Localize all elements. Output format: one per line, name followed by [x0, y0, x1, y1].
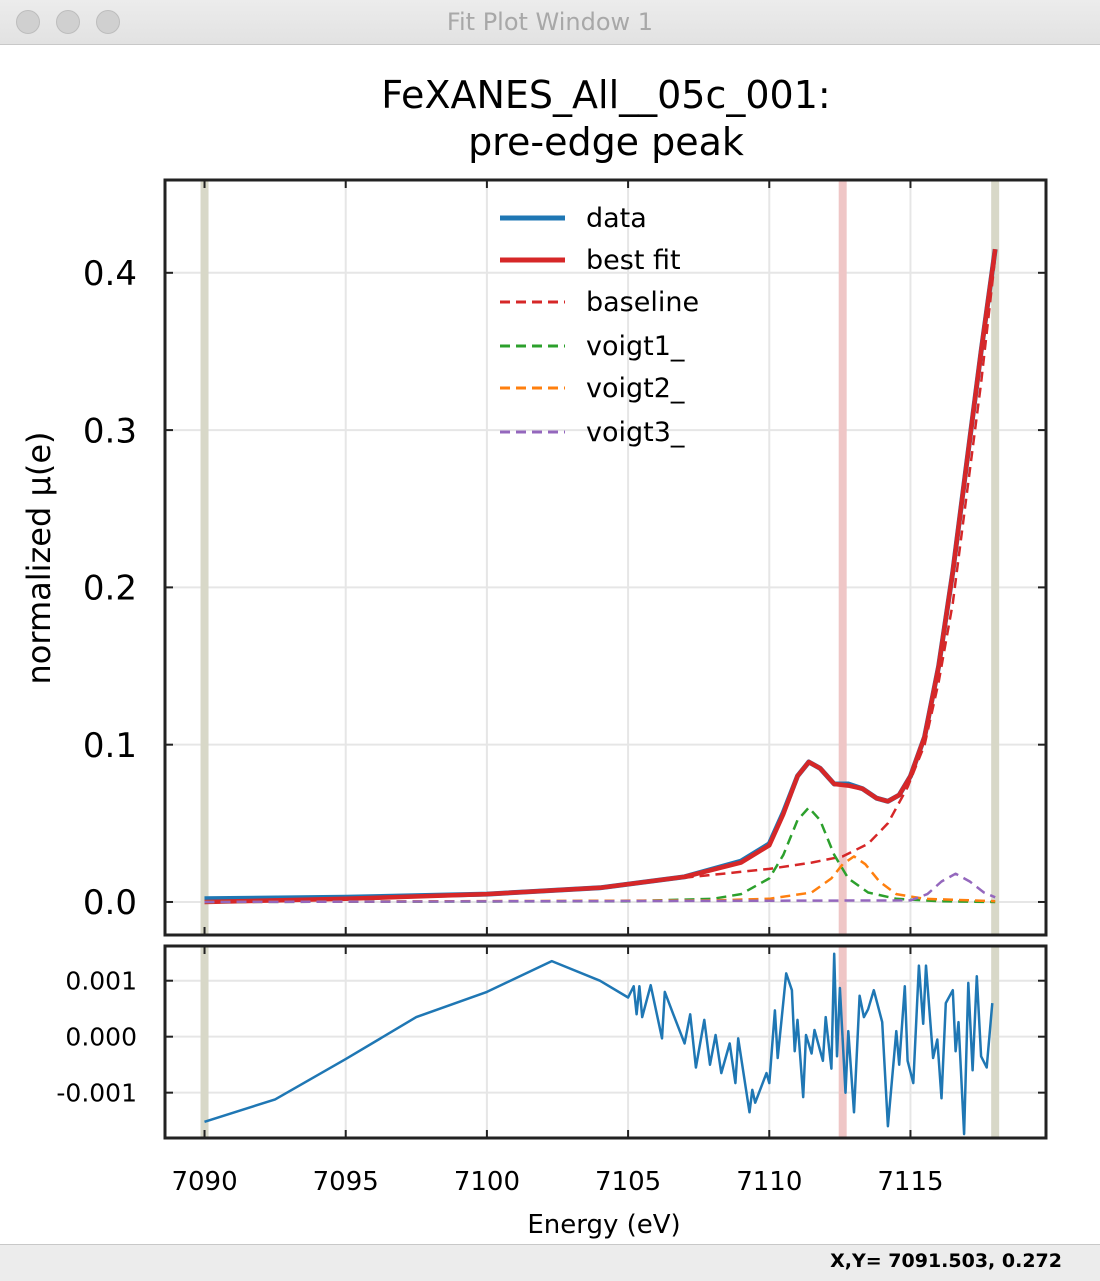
y-tick-label: -0.001: [56, 1079, 137, 1108]
x-tick-label: 7105: [595, 1167, 661, 1197]
y-tick-label: 0.1: [83, 726, 137, 766]
y-axis-label: normalized μ(e): [20, 432, 58, 685]
x-axis-label: Energy (eV): [527, 1210, 680, 1240]
x-tick-label: 7090: [171, 1167, 237, 1197]
plot-canvas[interactable]: FeXANES_All__05c_001: pre-edge peak norm…: [0, 45, 1100, 1243]
plot-figure: FeXANES_All__05c_001: pre-edge peak norm…: [20, 73, 1048, 1240]
legend-label: voigt3_: [586, 417, 685, 448]
y-tick-label: 0.2: [83, 569, 137, 609]
series-line-voigt2-: [204, 855, 996, 904]
x-tick-label: 7095: [313, 1167, 379, 1197]
x-tick-label: 7100: [454, 1167, 520, 1197]
series-line-baseline: [204, 256, 997, 904]
zoom-button[interactable]: [96, 10, 120, 34]
y-tick-label: 0.001: [65, 967, 137, 996]
series-line-voigt3-: [204, 872, 996, 904]
status-bar: X,Y= 7091.503, 0.272: [0, 1244, 1100, 1281]
chart-subtitle: pre-edge peak: [468, 120, 744, 164]
legend-label: voigt2_: [586, 373, 685, 404]
minimize-button[interactable]: [56, 10, 80, 34]
legend-label: data: [586, 203, 647, 234]
plot-frame: [163, 178, 1048, 937]
chart-title: FeXANES_All__05c_001:: [381, 73, 830, 117]
y-tick-label: 0.000: [65, 1023, 137, 1052]
legend-label: best fit: [586, 245, 681, 276]
legend-label: voigt1_: [586, 331, 685, 362]
window-title: Fit Plot Window 1: [446, 8, 654, 36]
window-titlebar: Fit Plot Window 1: [0, 0, 1100, 45]
cursor-coordinates: X,Y= 7091.503, 0.272: [830, 1250, 1062, 1272]
x-tick-label: 7110: [736, 1167, 802, 1197]
series-line-residual: [204, 952, 994, 1136]
series-line-voigt1-: [204, 806, 996, 904]
y-tick-label: 0.0: [83, 883, 137, 923]
x-tick-label: 7115: [877, 1167, 943, 1197]
y-tick-label: 0.4: [83, 254, 137, 294]
plot-frame: [163, 944, 1048, 1140]
legend-label: baseline: [586, 287, 699, 318]
legend: data best fit baseline voigt1_ voigt2_ voigt3…: [500, 203, 699, 448]
y-tick-label: 0.3: [83, 411, 137, 451]
close-button[interactable]: [16, 10, 40, 34]
